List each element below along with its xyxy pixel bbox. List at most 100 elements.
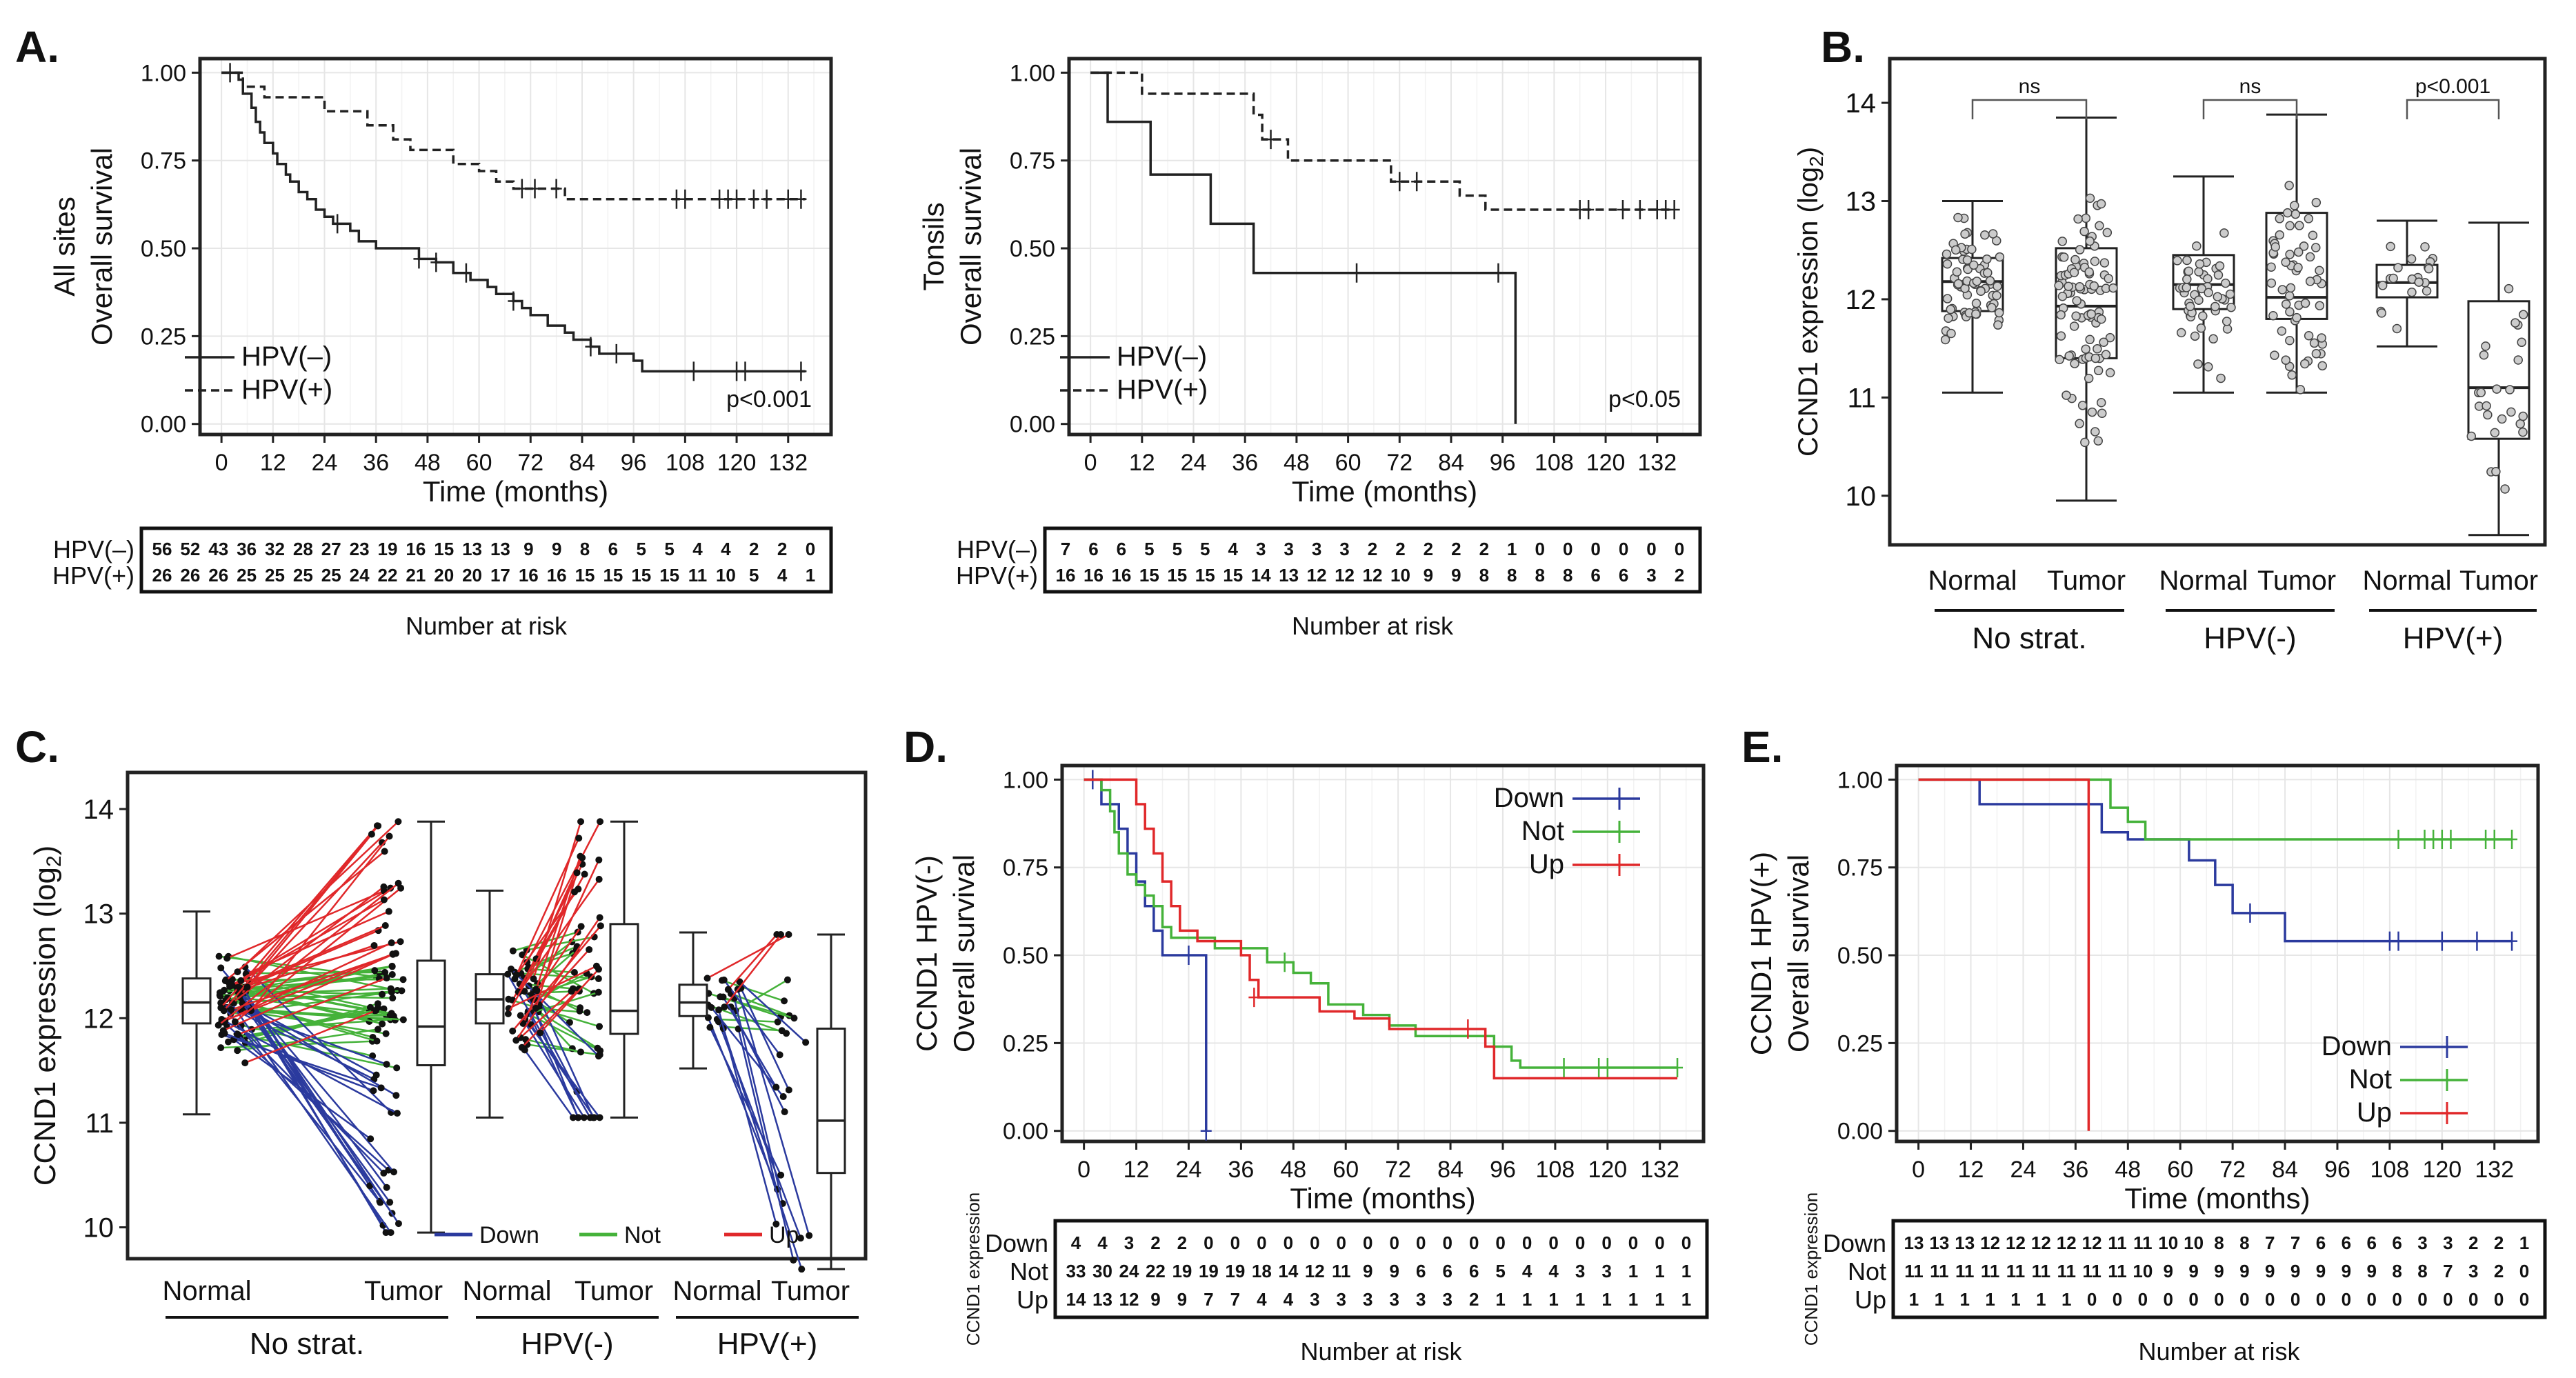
pair-point bbox=[380, 1005, 388, 1012]
data-point bbox=[2317, 361, 2327, 371]
data-point bbox=[2285, 250, 2295, 259]
data-point bbox=[2268, 310, 2278, 321]
pair-point bbox=[595, 966, 603, 973]
risk-count: 1 bbox=[1681, 1289, 1691, 1310]
y-tick-label: 0.75 bbox=[1837, 855, 1883, 881]
data-point bbox=[2275, 214, 2285, 223]
pair-line-down bbox=[233, 1039, 371, 1140]
data-point bbox=[2055, 355, 2064, 365]
data-point bbox=[2099, 258, 2110, 268]
y-tick-label: 0.00 bbox=[1010, 412, 1055, 438]
pair-point bbox=[774, 1018, 781, 1026]
data-point bbox=[2215, 261, 2225, 271]
risk-count: 22 bbox=[1146, 1261, 1166, 1281]
data-point bbox=[2309, 338, 2319, 348]
pair-point bbox=[575, 985, 583, 992]
risk-count: 13 bbox=[1904, 1232, 1924, 1253]
risk-count: 2 bbox=[1469, 1289, 1479, 1310]
censor-mark bbox=[1672, 1058, 1684, 1078]
y-tick-label: 0.25 bbox=[141, 323, 186, 350]
data-point bbox=[1983, 268, 1993, 278]
pair-point bbox=[521, 988, 528, 995]
box-iqr bbox=[816, 1027, 846, 1175]
pair-line-up bbox=[244, 1009, 377, 1064]
censor-mark bbox=[2436, 931, 2448, 951]
data-point bbox=[2304, 214, 2314, 223]
legend-label-down: Down bbox=[479, 1222, 539, 1248]
risk-count: 12 bbox=[1335, 565, 1355, 586]
data-point bbox=[2281, 299, 2291, 309]
pair-line-not bbox=[535, 972, 588, 1001]
risk-count: 0 bbox=[2468, 1289, 2478, 1310]
x-tick-label: 96 bbox=[1490, 450, 1516, 476]
risk-count: 19 bbox=[1172, 1261, 1192, 1281]
pair-point bbox=[577, 818, 585, 826]
censor-mark bbox=[782, 189, 794, 209]
panel-label-e: E. bbox=[1741, 722, 1783, 772]
data-point bbox=[2221, 317, 2232, 326]
risk-count: 20 bbox=[434, 565, 454, 586]
pair-point bbox=[395, 879, 402, 887]
x-tick-label: 120 bbox=[1588, 1157, 1627, 1183]
pair-point bbox=[372, 1007, 380, 1015]
plot-frame bbox=[1060, 763, 1706, 1144]
pair-point bbox=[381, 968, 389, 976]
data-point bbox=[1950, 245, 1961, 255]
risk-count: 9 bbox=[2188, 1261, 2198, 1281]
data-point bbox=[2059, 252, 2069, 262]
risk-count: 4 bbox=[1284, 1289, 1294, 1310]
pair-point bbox=[223, 955, 231, 962]
pair-point bbox=[570, 969, 578, 977]
risk-count: 2 bbox=[1395, 539, 1405, 559]
plot-area bbox=[1069, 59, 1700, 435]
risk-count: 7 bbox=[1204, 1289, 1213, 1310]
pair-point bbox=[785, 931, 792, 938]
data-point bbox=[2295, 385, 2306, 395]
risk-count: 7 bbox=[1061, 539, 1070, 559]
censor-mark bbox=[1351, 263, 1363, 283]
risk-count: 1 bbox=[1935, 1289, 1944, 1310]
data-point bbox=[2181, 283, 2191, 292]
risk-count: 0 bbox=[2342, 1289, 2351, 1310]
risk-count: 12 bbox=[1363, 565, 1383, 586]
risk-count: 3 bbox=[1312, 539, 1321, 559]
x-tick-label: 108 bbox=[2370, 1157, 2410, 1183]
legend-label-down: Down bbox=[1494, 783, 1564, 813]
data-point bbox=[2285, 336, 2295, 346]
risk-count: 1 bbox=[2010, 1289, 2020, 1310]
risk-count: 5 bbox=[637, 539, 646, 559]
y-tick-label: 0.50 bbox=[1837, 943, 1883, 969]
data-point bbox=[1995, 252, 2005, 262]
risk-count: 5 bbox=[749, 565, 759, 586]
censor-mark bbox=[761, 189, 772, 209]
pair-point bbox=[583, 1009, 591, 1017]
data-point bbox=[2084, 373, 2094, 383]
risk-count: 11 bbox=[2133, 1232, 2153, 1253]
risk-count: 5 bbox=[1495, 1261, 1505, 1281]
pair-point bbox=[389, 950, 397, 958]
data-point bbox=[2266, 262, 2276, 272]
risk-count: 3 bbox=[2468, 1261, 2478, 1281]
pair-point bbox=[221, 977, 229, 985]
x-tick-label: 132 bbox=[1637, 450, 1677, 476]
data-point bbox=[2513, 355, 2523, 365]
data-point bbox=[1985, 276, 1995, 286]
y-tick-label: 1.00 bbox=[141, 60, 186, 86]
risk-count: 1 bbox=[1655, 1261, 1664, 1281]
pair-line-down bbox=[519, 1015, 585, 1118]
pair-point bbox=[586, 946, 593, 953]
legend-label: HPV(+) bbox=[241, 375, 332, 405]
risk-count: 0 bbox=[1337, 1232, 1346, 1253]
data-point bbox=[2193, 359, 2203, 369]
x-tick-label: 84 bbox=[569, 450, 595, 476]
risk-count: 3 bbox=[1416, 1289, 1426, 1310]
data-point bbox=[2393, 263, 2403, 272]
risk-count: 6 bbox=[1088, 539, 1098, 559]
pair-point bbox=[504, 970, 512, 978]
censor-mark bbox=[2506, 829, 2518, 849]
data-point bbox=[2197, 283, 2206, 294]
pair-point bbox=[504, 1010, 512, 1017]
x-tick-label: 12 bbox=[260, 450, 286, 476]
censor-mark bbox=[430, 252, 442, 272]
pair-point bbox=[398, 987, 406, 995]
